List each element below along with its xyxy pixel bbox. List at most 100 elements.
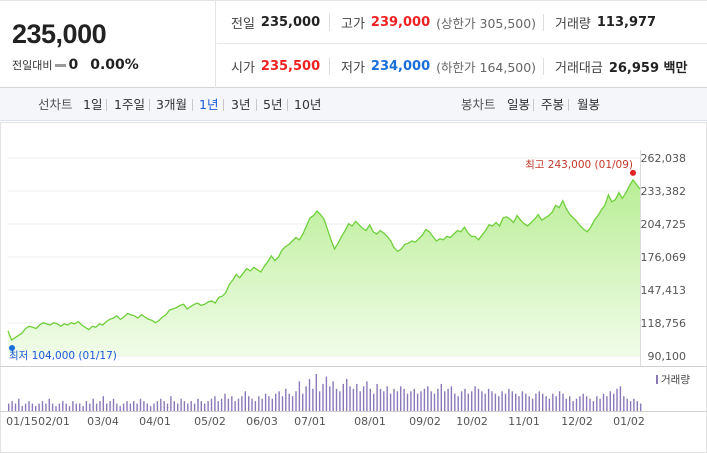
high-value: 239,000 bbox=[370, 15, 431, 30]
volume-bar bbox=[82, 406, 84, 411]
volume-bar bbox=[106, 403, 108, 411]
candle-chart-label: 봉차트 bbox=[461, 97, 496, 112]
volume-bar bbox=[163, 401, 165, 411]
volume-bar bbox=[45, 403, 47, 411]
volume-bar bbox=[21, 406, 23, 411]
y-tick-label: 204,725 bbox=[641, 218, 687, 231]
volume-bar bbox=[92, 398, 94, 411]
volume-bar bbox=[248, 396, 250, 411]
volume-bar bbox=[437, 388, 439, 411]
y-tick-label: 233,382 bbox=[641, 185, 687, 198]
volume-bar bbox=[183, 401, 186, 411]
volume-bar bbox=[339, 391, 341, 411]
tab-daily-candle[interactable]: 일봉 bbox=[507, 97, 531, 112]
volume-bar bbox=[241, 396, 243, 411]
volume-bar bbox=[447, 388, 449, 411]
volume-bar bbox=[616, 388, 618, 411]
volume-bar bbox=[562, 393, 564, 411]
y-tick-label: 176,069 bbox=[641, 251, 687, 264]
tab-monthly-candle[interactable]: 월봉 bbox=[577, 97, 601, 112]
volume-bar bbox=[626, 398, 628, 411]
x-tick-label: 03/04 bbox=[87, 415, 119, 428]
volume-bar bbox=[389, 393, 392, 411]
high-label: 고가 bbox=[341, 17, 365, 32]
volume-bar bbox=[558, 391, 561, 411]
amount-label: 거래대금 bbox=[555, 61, 603, 76]
volume-bar bbox=[599, 398, 601, 411]
tab-3months[interactable]: 3개월 bbox=[156, 97, 187, 112]
volume-bar bbox=[153, 403, 155, 411]
tab-1day[interactable]: 1일 bbox=[83, 97, 103, 112]
volume-bar bbox=[28, 401, 30, 411]
low-label: 저가 bbox=[341, 61, 365, 76]
volume-bar bbox=[112, 398, 115, 411]
volume-bar bbox=[454, 393, 456, 411]
volume-bar bbox=[396, 391, 399, 411]
volume-bar bbox=[190, 401, 192, 411]
volume-bar bbox=[35, 406, 37, 411]
tab-divider bbox=[192, 99, 193, 111]
volume-bar bbox=[285, 388, 287, 411]
volume-bar bbox=[224, 393, 226, 411]
volume-label: 거래량 bbox=[555, 17, 591, 32]
tab-1year[interactable]: 1년 bbox=[199, 97, 219, 112]
volume-bar bbox=[173, 401, 175, 411]
divider bbox=[543, 14, 544, 31]
x-tick-label: 07/01 bbox=[294, 415, 326, 428]
tab-divider bbox=[223, 99, 224, 111]
open-price: 시가 235,500 bbox=[231, 45, 320, 88]
volume-bar bbox=[31, 403, 34, 411]
volume-bar bbox=[335, 388, 338, 411]
volume-bar bbox=[197, 398, 199, 411]
volume-bar bbox=[430, 391, 432, 411]
volume-bar bbox=[322, 383, 324, 411]
max-price-label: 최고 243,000 (01/09) bbox=[525, 159, 633, 171]
volume-bar bbox=[204, 403, 206, 411]
volume-bar bbox=[342, 383, 344, 411]
low-value: 234,000 bbox=[370, 59, 431, 74]
tab-3years[interactable]: 3년 bbox=[231, 97, 251, 112]
x-tick-label: 09/02 bbox=[409, 415, 441, 428]
volume-bar bbox=[305, 386, 307, 411]
volume-bar bbox=[278, 391, 280, 411]
x-tick-label: 06/03 bbox=[246, 415, 278, 428]
volume-bar bbox=[126, 401, 128, 411]
volume-bar bbox=[427, 386, 429, 411]
tab-weekly-candle[interactable]: 주봉 bbox=[541, 97, 565, 112]
x-tick-label: 01/02 bbox=[613, 415, 645, 428]
tab-1week[interactable]: 1주일 bbox=[114, 97, 145, 112]
volume-bar bbox=[376, 383, 378, 411]
tab-10years[interactable]: 10년 bbox=[294, 97, 322, 112]
volume-bar bbox=[535, 393, 537, 411]
volume-bar bbox=[508, 388, 510, 411]
volume-value: 113,977 bbox=[596, 15, 657, 30]
volume-bar bbox=[308, 378, 311, 411]
volume-bar bbox=[504, 393, 507, 411]
volume-bar bbox=[254, 401, 257, 411]
volume-bar bbox=[95, 403, 98, 411]
chart-period-tabs: 선차트 1일 1주일 3개월 1년 3년 5년 10년 봉차트 일봉 주봉 월봉 bbox=[0, 88, 707, 121]
volume-bar bbox=[102, 396, 104, 411]
volume-bar bbox=[406, 393, 409, 411]
trade-amount: 거래대금 26,959 백만 bbox=[555, 45, 687, 88]
volume-bar bbox=[281, 396, 284, 411]
volume-bar bbox=[538, 391, 540, 411]
volume-bar bbox=[525, 393, 527, 411]
quote-summary: 235,000 전일대비 0 0.00% 전일 235,000 고가 239,0… bbox=[0, 0, 707, 88]
volume-bar bbox=[400, 386, 402, 411]
volume-bar bbox=[275, 393, 277, 411]
divider bbox=[329, 58, 330, 75]
open-value: 235,500 bbox=[260, 59, 321, 74]
y-tick-label: 90,100 bbox=[648, 350, 687, 363]
volume-bar bbox=[65, 403, 67, 411]
divider bbox=[329, 14, 330, 31]
volume-bar bbox=[207, 401, 209, 411]
tab-5years[interactable]: 5년 bbox=[263, 97, 283, 112]
volume-bar bbox=[352, 388, 355, 411]
volume-bar bbox=[636, 401, 638, 411]
volume-bar bbox=[75, 403, 77, 411]
volume-bar bbox=[393, 388, 395, 411]
volume-bar bbox=[85, 401, 88, 411]
volume-bar bbox=[413, 388, 415, 411]
volume-bar bbox=[487, 388, 490, 411]
